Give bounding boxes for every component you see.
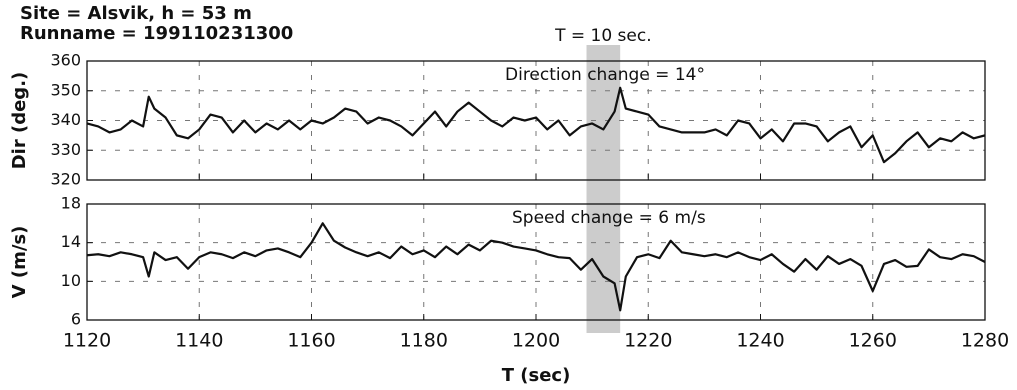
annotation: Direction change = 14°: [505, 65, 705, 85]
x-tick-label: 1200: [512, 330, 560, 352]
plot-frame: [86, 60, 986, 181]
y-tick-label: 340: [50, 110, 81, 129]
data-line: [86, 222, 986, 312]
x-tick-label: 1240: [736, 330, 784, 352]
y-tick-label: 360: [50, 51, 81, 70]
chart-subtitle: Runname = 199110231300: [20, 23, 293, 44]
x-tick-label: 1260: [849, 330, 897, 352]
x-tick-label: 1160: [287, 330, 335, 352]
y-tick-label: 350: [50, 80, 81, 99]
chart-title: Site = Alsvik, h = 53 m: [20, 3, 252, 24]
y-tick-label: 330: [50, 140, 81, 159]
y-tick-label: 18: [61, 194, 81, 213]
y-axis-label: V (m/s): [9, 226, 30, 299]
x-tick-label: 1280: [961, 330, 1009, 352]
data-line: [86, 86, 986, 164]
x-tick-label: 1180: [400, 330, 448, 352]
y-tick-label: 10: [61, 271, 81, 290]
x-tick-label: 1220: [624, 330, 672, 352]
x-axis-label: T (sec): [502, 365, 571, 386]
highlight-label: T = 10 sec.: [554, 26, 652, 46]
y-tick-label: 320: [50, 170, 81, 189]
y-tick-label: 6: [71, 310, 81, 329]
annotation: Speed change = 6 m/s: [512, 208, 706, 228]
y-tick-label: 14: [61, 232, 81, 251]
x-tick-label: 1120: [63, 330, 111, 352]
y-axis-label: Dir (deg.): [9, 72, 30, 170]
x-tick-label: 1140: [175, 330, 223, 352]
